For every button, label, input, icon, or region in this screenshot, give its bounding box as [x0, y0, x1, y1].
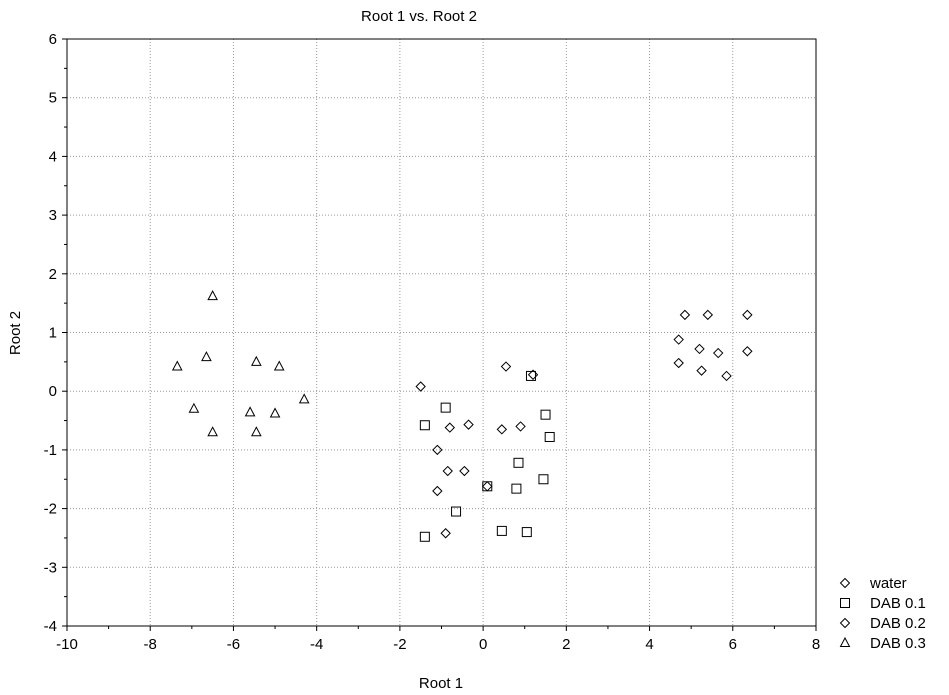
y-axis-ticks: -4 -3 -2 -1 0 1 2 3 4 5 6 [44, 31, 67, 635]
x-tick-label: 6 [729, 636, 737, 653]
x-axis-label: Root 1 [419, 675, 463, 692]
x-tick-label: -2 [393, 636, 406, 653]
data-point-dab-0-2 [527, 369, 539, 380]
y-tick-label: 3 [49, 207, 57, 224]
data-point-dab-0-3 [269, 407, 281, 418]
data-point-dab-0-1 [419, 420, 430, 431]
data-point-dab-0-2 [459, 465, 470, 477]
data-point-dab-0-3 [244, 406, 256, 417]
data-point-dab-0-3 [207, 426, 218, 437]
data-point-dab-0-1 [513, 457, 524, 468]
data-point-dab-0-2 [500, 361, 512, 372]
data-point-dab-0-3 [251, 426, 262, 437]
data-point-dab-0-2 [463, 419, 474, 430]
legend-marker-dab-0-3 [839, 636, 851, 647]
legend-label-dab-0-2: DAB 0.2 [870, 615, 926, 632]
data-point-dab-0-2 [442, 465, 453, 477]
data-points [171, 290, 753, 542]
chart-title: Root 1 vs. Root 2 [361, 8, 477, 25]
grid [67, 39, 816, 626]
data-point-dab-0-1 [544, 431, 555, 442]
legend-marker-dab-0-1 [840, 598, 850, 608]
data-point-dab-0-2 [432, 444, 443, 456]
data-point-dab-0-1 [538, 474, 549, 485]
legend: water DAB 0.1 DAB 0.2 DAB 0.3 [839, 575, 926, 652]
data-point-dab-0-3 [273, 360, 285, 371]
data-point-water [742, 309, 753, 321]
x-tick-label: 4 [645, 636, 653, 653]
data-point-dab-0-3 [188, 402, 200, 413]
data-point-dab-0-3 [298, 393, 310, 404]
data-point-dab-0-1 [451, 506, 462, 517]
legend-label-dab-0-3: DAB 0.3 [870, 635, 926, 652]
data-point-dab-0-1 [419, 531, 430, 542]
data-point-water [696, 365, 707, 376]
data-point-dab-0-1 [540, 409, 551, 420]
data-point-dab-0-2 [415, 381, 426, 392]
y-tick-label: -2 [44, 501, 57, 518]
data-point-water [721, 370, 732, 382]
data-point-dab-0-1 [496, 525, 507, 536]
data-point-dab-0-2 [444, 422, 456, 433]
data-point-dab-0-3 [251, 355, 262, 366]
legend-marker-water [839, 577, 851, 589]
data-point-dab-0-2 [515, 421, 526, 432]
data-point-water [713, 347, 724, 359]
data-point-dab-0-1 [482, 481, 493, 492]
x-tick-label: -10 [56, 636, 78, 653]
y-tick-label: 1 [49, 325, 57, 342]
y-tick-label: -3 [44, 559, 57, 576]
data-point-dab-0-1 [521, 527, 532, 538]
legend-label-dab-0-1: DAB 0.1 [870, 595, 926, 612]
data-point-dab-0-1 [440, 402, 451, 413]
data-point-dab-0-2 [496, 424, 508, 435]
x-axis-ticks: -10 -8 -6 -4 -2 0 2 4 6 8 [56, 626, 820, 653]
data-point-water [673, 334, 684, 345]
data-point-dab-0-3 [171, 360, 183, 371]
data-point-dab-0-1 [525, 370, 536, 381]
x-tick-label: 2 [562, 636, 570, 653]
x-tick-label: 8 [812, 636, 820, 653]
y-tick-label: 0 [49, 383, 57, 400]
data-point-dab-0-3 [207, 290, 218, 301]
data-point-dab-0-2 [432, 485, 443, 497]
x-tick-label: 0 [479, 636, 487, 653]
y-tick-label: 2 [49, 266, 57, 283]
data-point-water [702, 309, 714, 321]
x-tick-label: -4 [310, 636, 323, 653]
y-tick-label: 5 [49, 90, 57, 107]
data-point-dab-0-3 [201, 351, 212, 362]
data-point-dab-0-1 [511, 483, 522, 494]
y-tick-label: 4 [49, 148, 57, 165]
data-point-water [742, 346, 753, 357]
data-point-water [673, 357, 684, 369]
legend-marker-dab-0-2 [839, 617, 851, 629]
x-tick-label: -8 [144, 636, 157, 653]
data-point-dab-0-2 [440, 528, 451, 539]
y-axis-label: Root 2 [7, 311, 24, 355]
data-point-dab-0-2 [482, 481, 493, 492]
y-tick-label: 6 [49, 31, 57, 48]
data-point-water [679, 309, 691, 321]
x-tick-label: -6 [227, 636, 240, 653]
y-tick-label: -4 [44, 618, 57, 635]
y-tick-label: -1 [44, 442, 57, 459]
data-point-water [694, 343, 705, 355]
legend-label-water: water [869, 575, 907, 592]
